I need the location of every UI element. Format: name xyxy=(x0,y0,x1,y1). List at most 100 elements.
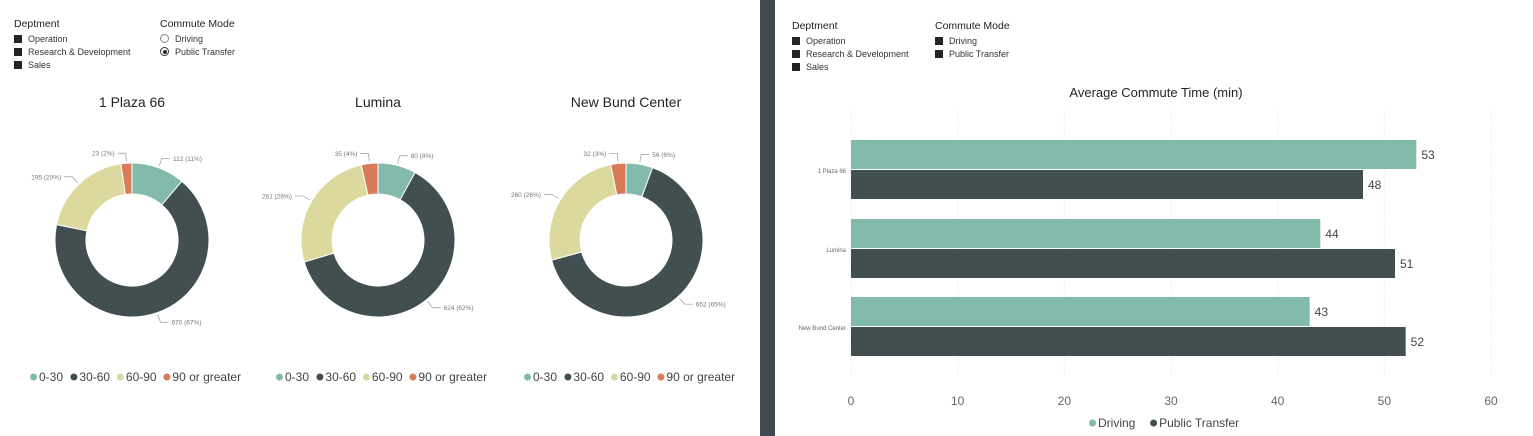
legend-label[interactable]: 0-30 xyxy=(39,370,63,384)
legend-label[interactable]: 90 or greater xyxy=(172,370,241,384)
data-label: 23 (2%) xyxy=(92,151,115,158)
data-label: 260 (26%) xyxy=(511,192,541,199)
leader-line xyxy=(64,176,78,183)
data-label: 80 (8%) xyxy=(411,153,434,160)
page-divider xyxy=(760,0,775,436)
donut-slice-30-60[interactable] xyxy=(303,171,456,318)
department-option-operation-2[interactable]: Operation xyxy=(792,34,909,47)
legend-label[interactable]: 30-60 xyxy=(325,370,356,384)
y-category-label: 1 Plaza 66 xyxy=(818,169,847,175)
legend-label[interactable]: Public Transfer xyxy=(1159,416,1239,430)
donut-slice-90-or-greater[interactable] xyxy=(360,162,379,196)
bar-value-label: 53 xyxy=(1421,148,1435,162)
data-label: 35 (4%) xyxy=(335,151,358,158)
legend-dot-icon xyxy=(30,373,37,381)
legend-label[interactable]: 0-30 xyxy=(533,370,557,384)
commute-mode-slicer-title-2: Commute Mode xyxy=(935,20,1010,32)
leader-line xyxy=(294,195,311,201)
donut-legend: 0-30 30-60 60-90 90 or greater xyxy=(30,370,241,384)
x-tick-label: 40 xyxy=(1271,394,1285,408)
donut-slice-90-or-greater[interactable] xyxy=(610,162,627,196)
bar-driving[interactable] xyxy=(851,219,1321,248)
donut-title: New Bund Center xyxy=(571,94,682,110)
donut-slice-30-60[interactable] xyxy=(54,180,210,318)
data-label: 112 (11%) xyxy=(173,156,202,163)
bar-public-transfer[interactable] xyxy=(851,327,1406,356)
checkbox-icon xyxy=(792,62,800,71)
department-option-research-2[interactable]: Research & Development xyxy=(792,47,909,60)
bar-public-transfer[interactable] xyxy=(851,170,1363,199)
donut-charts: 1 Plaza 66 112 (11%) 670 (67%) 195 (20%) 23 … xyxy=(30,94,735,384)
legend-dot-icon xyxy=(1089,419,1096,427)
legend-dot-icon xyxy=(524,373,531,381)
data-label: 652 (65%) xyxy=(696,302,726,309)
donut-slice-30-60[interactable] xyxy=(551,167,704,318)
mode-option-driving-2[interactable]: Driving xyxy=(935,34,1010,47)
leader-line xyxy=(427,301,441,309)
donut-slice-60-90[interactable] xyxy=(548,163,618,261)
donut-slice-90-or-greater[interactable] xyxy=(120,162,133,196)
data-label: 56 (6%) xyxy=(652,152,675,159)
donut-new-bund-center: New Bund Center 56 (6%) 652 (65%) 260 (26%)… xyxy=(511,94,735,384)
x-tick-label: 60 xyxy=(1484,394,1498,408)
legend-dot-icon xyxy=(409,373,417,381)
leader-line xyxy=(157,314,169,323)
legend-label[interactable]: 60-90 xyxy=(620,370,651,384)
legend-label[interactable]: 0-30 xyxy=(285,370,309,384)
legend-label[interactable]: 90 or greater xyxy=(666,370,735,384)
legend-label[interactable]: 30-60 xyxy=(573,370,604,384)
checkbox-icon xyxy=(14,60,22,69)
bar-driving[interactable] xyxy=(851,297,1310,326)
legend-dot-icon xyxy=(163,373,171,381)
legend-dot-icon xyxy=(116,373,124,381)
leader-line xyxy=(158,157,170,166)
legend-dot-icon xyxy=(70,373,78,381)
department-option-sales[interactable]: Sales xyxy=(14,58,131,71)
commute-time-bar-chart: Average Commute Time (min) 0 10 20 30 40 50 60 1… xyxy=(799,85,1498,430)
data-label: 670 (67%) xyxy=(171,320,201,327)
mode-option-public-transfer-2[interactable]: Public Transfer xyxy=(935,47,1010,60)
x-tick-label: 30 xyxy=(1164,394,1178,408)
mode-option-driving[interactable]: Driving xyxy=(160,32,235,45)
bar-chart-legend: Driving Public Transfer xyxy=(1089,416,1239,430)
bar-public-transfer[interactable] xyxy=(851,249,1395,278)
department-option-research[interactable]: Research & Development xyxy=(14,45,131,58)
donut-title: Lumina xyxy=(355,94,401,110)
donut-legend: 0-30 30-60 60-90 90 or greater xyxy=(524,370,735,384)
department-option-operation[interactable]: Operation xyxy=(14,32,131,45)
x-tick-label: 0 xyxy=(848,394,855,408)
donut-legend: 0-30 30-60 60-90 90 or greater xyxy=(276,370,487,384)
legend-label[interactable]: 90 or greater xyxy=(418,370,487,384)
commute-mode-slicer: Commute Mode Driving Public Transfer xyxy=(160,18,235,58)
left-report-page: Deptment Operation Research & Developmen… xyxy=(0,0,760,436)
leader-line xyxy=(543,193,559,199)
donut-slice-60-90[interactable] xyxy=(55,163,126,232)
data-label: 195 (20%) xyxy=(31,174,61,181)
department-slicer-title: Deptment xyxy=(14,18,60,30)
bar-value-label: 52 xyxy=(1411,335,1425,349)
legend-label[interactable]: 30-60 xyxy=(79,370,110,384)
bar-value-label: 43 xyxy=(1315,305,1329,319)
legend-dot-icon xyxy=(1150,419,1158,427)
radio-selected-icon xyxy=(160,47,169,56)
x-tick-label: 50 xyxy=(1378,394,1392,408)
department-option-sales-2[interactable]: Sales xyxy=(792,60,909,73)
donut-slice-60-90[interactable] xyxy=(300,164,369,263)
bar-value-label: 44 xyxy=(1325,227,1339,241)
commute-mode-slicer-title: Commute Mode xyxy=(160,18,235,30)
bar-driving[interactable] xyxy=(851,140,1417,169)
legend-label[interactable]: 60-90 xyxy=(126,370,157,384)
data-label: 32 (3%) xyxy=(584,151,607,158)
checkbox-icon xyxy=(14,47,22,56)
legend-label[interactable]: 60-90 xyxy=(372,370,403,384)
x-tick-label: 10 xyxy=(951,394,965,408)
leader-line xyxy=(609,153,619,162)
checkbox-icon xyxy=(935,36,943,45)
leader-line xyxy=(639,153,650,163)
legend-dot-icon xyxy=(564,373,572,381)
department-slicer: Deptment Operation Research & Developmen… xyxy=(14,18,131,71)
department-slicer-2: Deptment Operation Research & Developmen… xyxy=(792,20,909,73)
legend-label[interactable]: Driving xyxy=(1098,416,1135,430)
mode-option-public-transfer[interactable]: Public Transfer xyxy=(160,45,235,58)
right-report-page: Deptment Operation Research & Developmen… xyxy=(775,0,1533,436)
